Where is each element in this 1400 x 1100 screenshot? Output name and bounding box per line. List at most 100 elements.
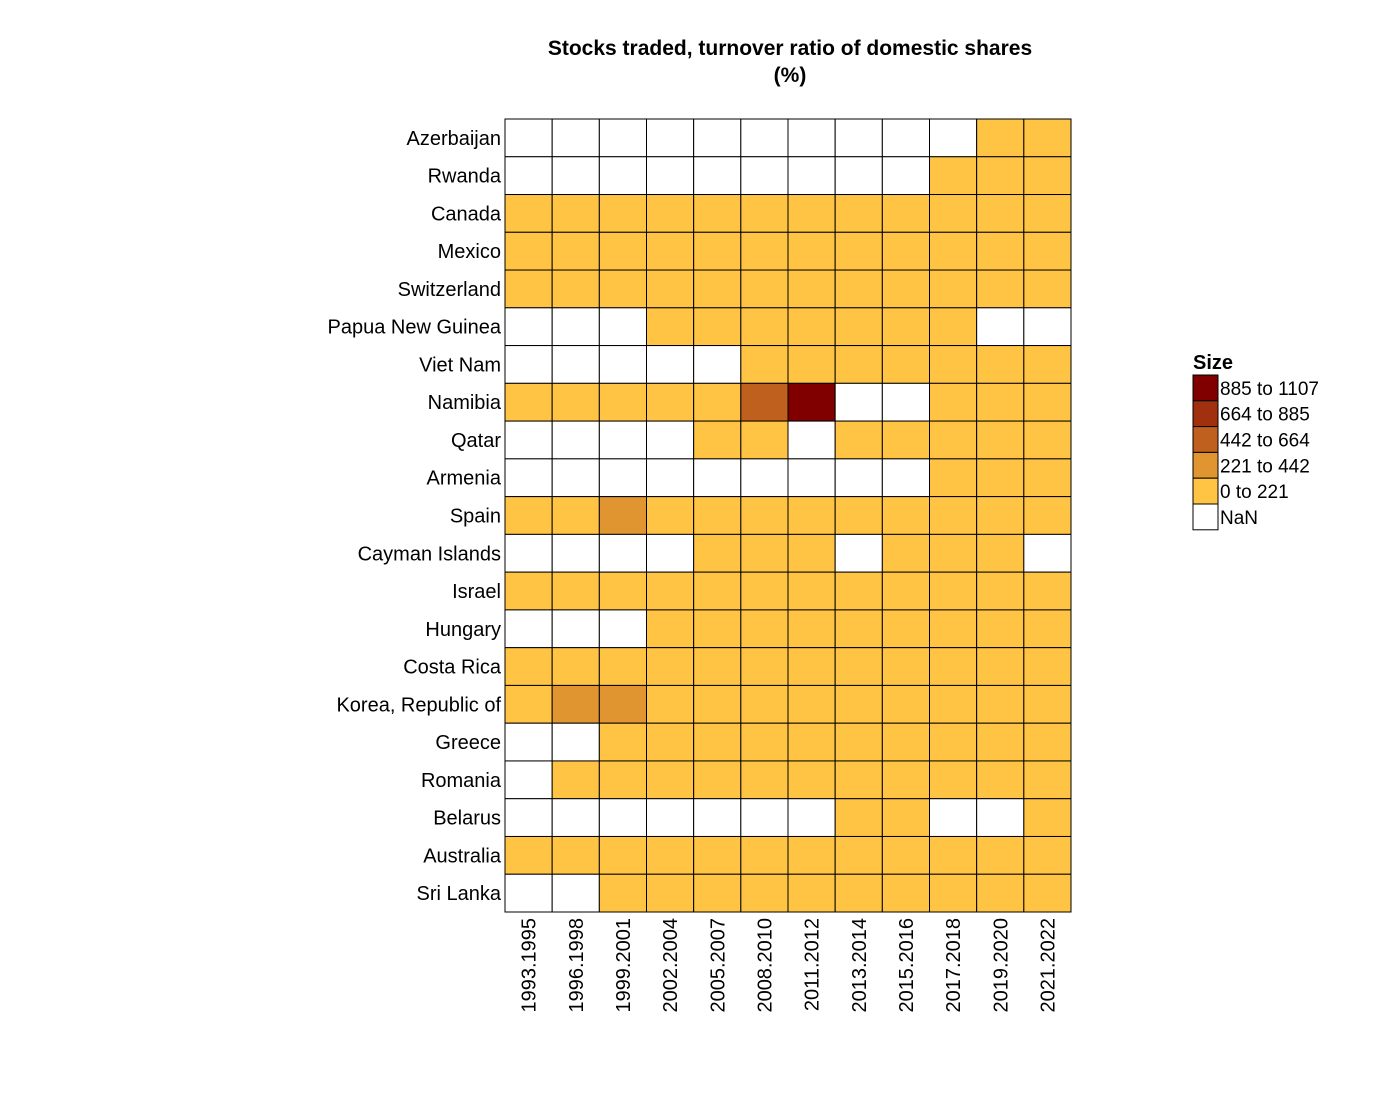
heatmap-cell [929,609,978,649]
heatmap-cell [787,118,836,158]
heatmap-cell [740,533,789,573]
heatmap-cell [929,496,978,535]
heatmap-cell [646,647,695,686]
heatmap-cell [929,760,978,800]
heatmap-cell [598,231,647,271]
heatmap-cell [551,722,600,762]
heatmap-cell [929,345,978,384]
heatmap-cell [1023,722,1072,762]
heatmap-cell [834,760,883,800]
heatmap-cell [693,382,742,422]
heatmap-cell [976,798,1025,837]
heatmap-cell [929,647,978,686]
legend-label: 885 to 1107 [1220,379,1319,400]
y-tick-label: Australia [423,845,502,867]
heatmap-cell [787,684,836,724]
heatmap-cell [504,118,553,158]
heatmap-cell [646,307,695,347]
heatmap-cell [881,382,930,422]
heatmap-cell [598,609,647,649]
heatmap-cell [646,458,695,498]
y-tick-label: Belarus [433,808,501,830]
heatmap-cell [976,458,1025,498]
heatmap-cell [598,118,647,158]
heatmap-cell [834,382,883,422]
heatmap-cell [598,156,647,196]
heatmap-cell [598,345,647,384]
heatmap-cell [976,345,1025,384]
y-tick-label: Greece [435,732,501,754]
legend-label: 221 to 442 [1220,456,1310,477]
heatmap-cell [976,382,1025,422]
y-tick-label: Romania [421,770,502,792]
heatmap-cell [929,231,978,271]
heatmap-cell [693,571,742,611]
heatmap-cell [1023,609,1072,649]
heatmap-cell [929,533,978,573]
heatmap-cell [976,194,1025,233]
heatmap-cell [551,647,600,686]
x-tick-label: 2017.2018 [943,918,965,1013]
x-tick-label: 1999.2001 [613,918,635,1013]
heatmap-cell [598,647,647,686]
heatmap-cell [693,194,742,233]
heatmap-cell [646,269,695,309]
heatmap-cell [834,156,883,196]
legend-swatch [1192,451,1219,479]
heatmap-cell [1023,835,1072,875]
y-tick-label: Papua New Guinea [328,317,502,339]
y-tick-label: Korea, Republic of [336,694,501,716]
heatmap-cell [598,760,647,800]
heatmap-cell [976,496,1025,535]
heatmap-cell [598,533,647,573]
y-tick-label: Namibia [428,392,502,414]
heatmap-cell [693,156,742,196]
heatmap-cell [551,194,600,233]
heatmap-cell [740,835,789,875]
heatmap-cell [976,533,1025,573]
heatmap-cell [504,382,553,422]
heatmap-cell [693,533,742,573]
heatmap-cell [504,873,553,913]
heatmap-cell [740,307,789,347]
heatmap-cell [504,609,553,649]
heatmap-cell [551,533,600,573]
heatmap-cell [787,420,836,460]
heatmap-cell [976,420,1025,460]
heatmap-cell [504,231,553,271]
heatmap-cell [881,722,930,762]
legend-label: 664 to 885 [1220,405,1310,426]
heatmap-cell [504,307,553,347]
heatmap-cell [693,420,742,460]
y-tick-label: Cayman Islands [358,543,501,565]
x-tick-label: 1993.1995 [519,918,541,1013]
heatmap-cell [504,533,553,573]
heatmap-cell [551,156,600,196]
heatmap-cell [504,798,553,837]
heatmap-cell [834,609,883,649]
y-axis-labels: Azerbaijan Rwanda Canada Mexico Switzerland P… [328,128,502,905]
heatmap-cell [740,156,789,196]
heatmap-cell [646,609,695,649]
heatmap-cell [881,231,930,271]
heatmap-cell [881,156,930,196]
heatmap-cell [976,571,1025,611]
heatmap-cell [551,609,600,649]
heatmap-cell [787,307,836,347]
heatmap-cell [598,798,647,837]
heatmap-cell [598,269,647,309]
heatmap-cell [551,307,600,347]
heatmap-cell [834,571,883,611]
heatmap-cell [1023,420,1072,460]
legend-swatch [1192,374,1219,402]
heatmap-cell [598,873,647,913]
heatmap-cell [551,345,600,384]
legend-swatch [1192,477,1219,505]
heatmap-cell [976,307,1025,347]
heatmap-cell [693,798,742,837]
x-tick-label: 2002.2004 [660,918,682,1013]
x-tick-label: 2021.2022 [1037,918,1059,1013]
heatmap-cell [740,118,789,158]
heatmap-cell [598,382,647,422]
heatmap-cell [881,684,930,724]
